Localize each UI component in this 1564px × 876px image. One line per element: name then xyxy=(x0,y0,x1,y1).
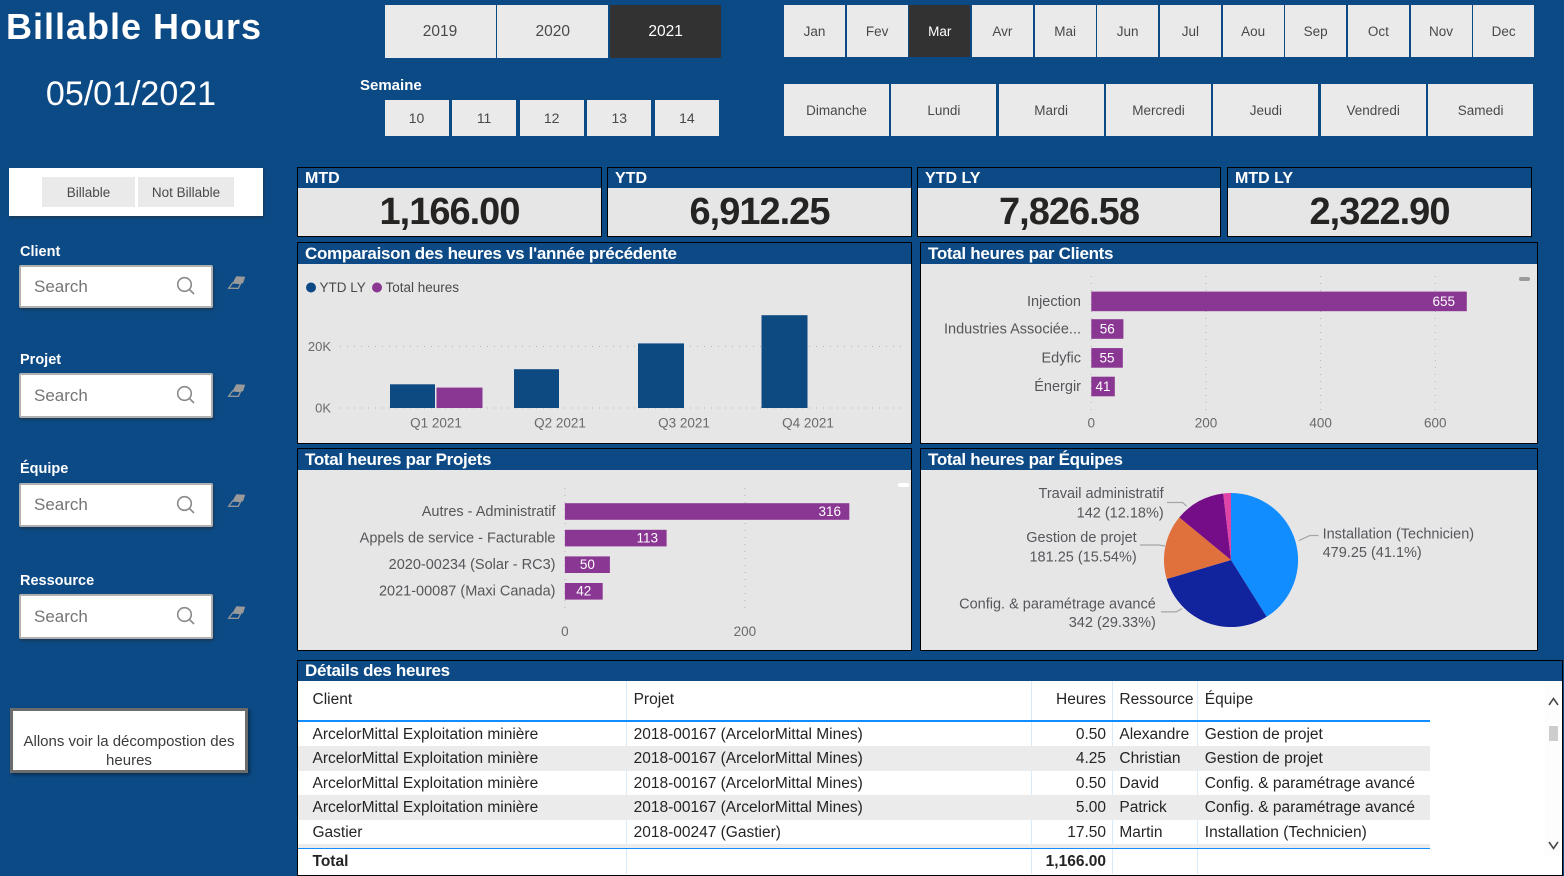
svg-text:56: 56 xyxy=(1100,322,1115,337)
svg-text:50: 50 xyxy=(580,557,595,572)
svg-text:342 (29.33%): 342 (29.33%) xyxy=(1069,615,1156,631)
svg-text:Autres - Administratif: Autres - Administratif xyxy=(422,504,557,520)
svg-text:55: 55 xyxy=(1099,350,1114,365)
svg-text:Énergir: Énergir xyxy=(1034,378,1081,395)
svg-text:142 (12.18%): 142 (12.18%) xyxy=(1077,505,1164,521)
svg-text:316: 316 xyxy=(818,504,841,519)
svg-text:Q3 2021: Q3 2021 xyxy=(658,416,710,431)
svg-text:200: 200 xyxy=(1195,416,1218,431)
svg-text:YTD LY: YTD LY xyxy=(320,280,366,295)
svg-text:200: 200 xyxy=(734,624,757,639)
svg-text:Q4 2021: Q4 2021 xyxy=(782,416,834,431)
svg-text:20K: 20K xyxy=(308,339,331,354)
svg-text:Appels de service - Facturable: Appels de service - Facturable xyxy=(360,531,556,547)
svg-text:2021-00087 (Maxi Canada): 2021-00087 (Maxi Canada) xyxy=(379,584,556,600)
svg-text:Installation (Technicien): Installation (Technicien) xyxy=(1323,526,1475,542)
svg-text:0K: 0K xyxy=(315,401,331,416)
svg-text:Q2 2021: Q2 2021 xyxy=(534,416,586,431)
svg-text:0: 0 xyxy=(561,624,569,639)
svg-text:Industries Associée...: Industries Associée... xyxy=(944,322,1081,338)
svg-text:42: 42 xyxy=(576,584,591,599)
svg-text:655: 655 xyxy=(1432,294,1455,309)
svg-text:Edyfic: Edyfic xyxy=(1042,350,1082,366)
svg-text:0: 0 xyxy=(1088,416,1096,431)
svg-text:479.25 (41.1%): 479.25 (41.1%) xyxy=(1323,545,1422,561)
svg-text:400: 400 xyxy=(1309,416,1332,431)
svg-text:Q1 2021: Q1 2021 xyxy=(410,416,462,431)
svg-text:113: 113 xyxy=(636,531,658,546)
svg-text:181.25 (15.54%): 181.25 (15.54%) xyxy=(1029,549,1136,565)
svg-text:Config. & paramétrage avancé: Config. & paramétrage avancé xyxy=(959,596,1156,612)
svg-text:Travail administratif: Travail administratif xyxy=(1039,486,1165,502)
svg-text:2020-00234 (Solar - RC3): 2020-00234 (Solar - RC3) xyxy=(389,557,556,573)
svg-text:Total heures: Total heures xyxy=(386,280,460,295)
svg-text:Gestion de projet: Gestion de projet xyxy=(1026,530,1136,546)
svg-text:600: 600 xyxy=(1424,416,1447,431)
svg-text:41: 41 xyxy=(1095,379,1110,394)
svg-text:Injection: Injection xyxy=(1027,294,1081,310)
